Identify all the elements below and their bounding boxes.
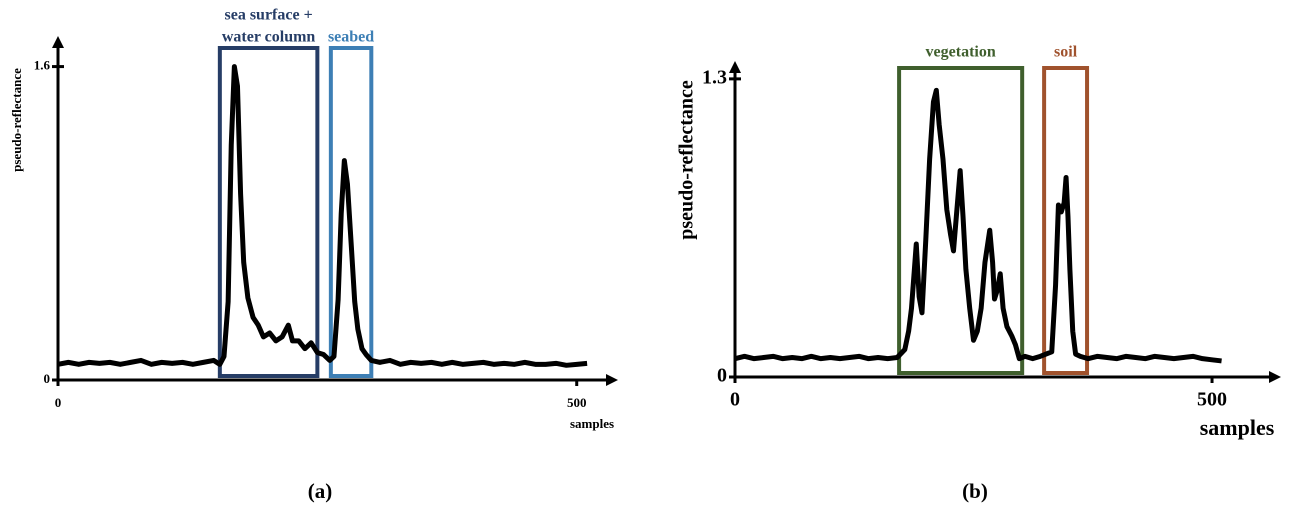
caption: (b) xyxy=(962,479,988,503)
y-axis-label: pseudo-reflectance xyxy=(676,80,698,240)
region-box xyxy=(1042,66,1090,375)
x-tick-label: 0 xyxy=(55,395,62,410)
x-tick-label: 0 xyxy=(730,389,740,411)
y-tick-label: 0 xyxy=(44,371,51,386)
data-line xyxy=(57,64,588,368)
x-tick-label: 500 xyxy=(1197,389,1227,411)
x-tick-label: 500 xyxy=(567,395,587,410)
y-tick-label: 0 xyxy=(717,365,727,387)
data-line xyxy=(734,87,1222,364)
y-tick-label: 1.3 xyxy=(702,66,727,88)
caption: (a) xyxy=(308,479,333,503)
region-label: sea surface + xyxy=(225,7,313,24)
region-label: vegetation xyxy=(926,44,996,61)
x-axis-label: samples xyxy=(1200,415,1275,440)
y-tick-label: 1.6 xyxy=(34,58,51,73)
region-label: soil xyxy=(1054,44,1078,61)
y-axis-label: pseudo-reflectance xyxy=(9,68,24,172)
x-axis-label: samples xyxy=(570,416,614,431)
region-label: seabed xyxy=(328,29,374,46)
region-box xyxy=(897,66,1025,375)
region-box xyxy=(328,46,374,378)
region-label: water column xyxy=(222,29,316,46)
region-box xyxy=(217,46,320,378)
